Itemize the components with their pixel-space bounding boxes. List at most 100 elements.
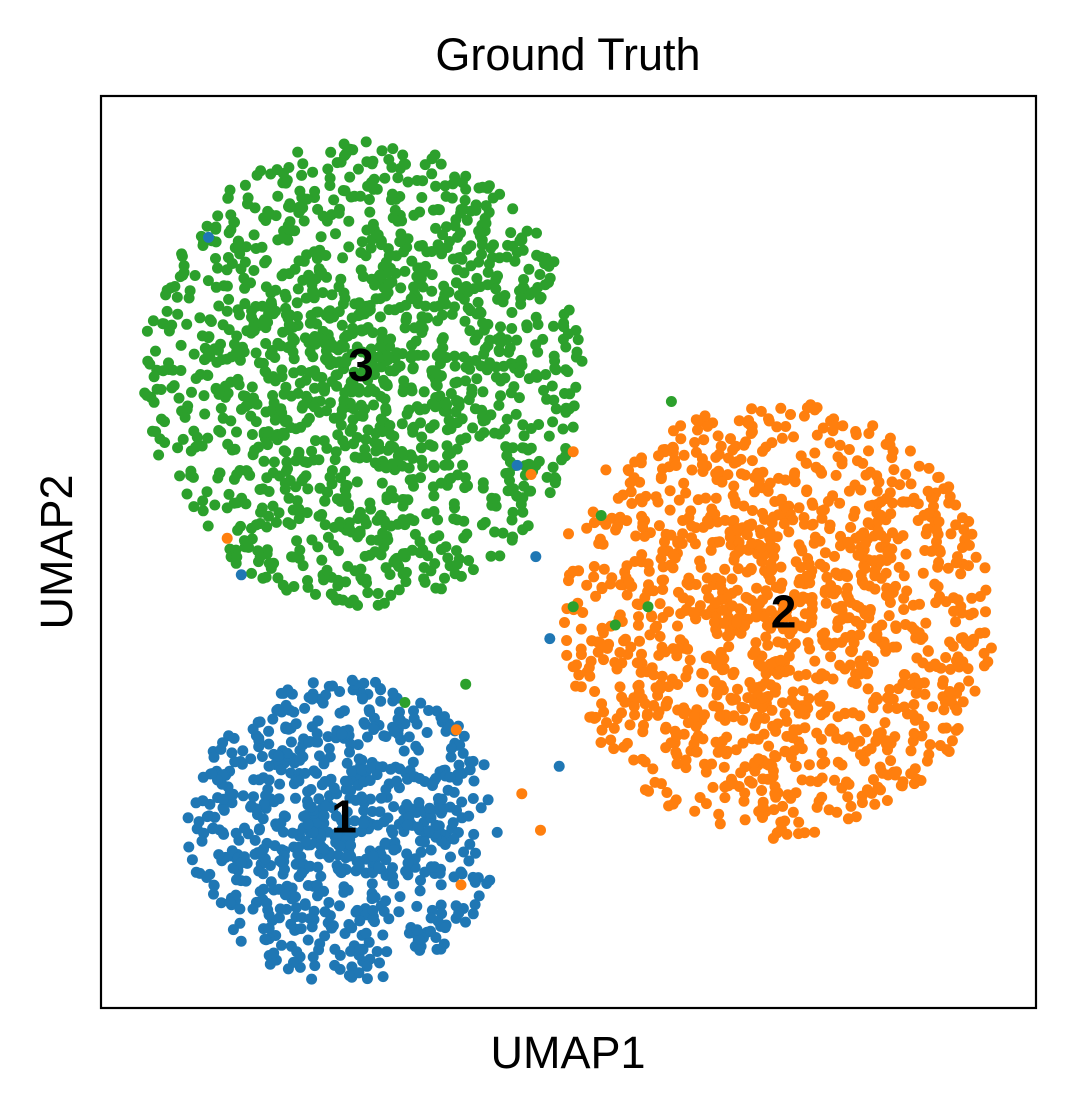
data-point-cluster-2 <box>930 597 942 609</box>
data-point-cluster-3 <box>314 269 326 281</box>
data-point-cluster-2 <box>767 832 779 844</box>
data-point-cluster-2 <box>746 594 757 606</box>
data-point-cluster-3 <box>394 236 406 248</box>
y-axis-label: UMAP2 <box>31 474 82 629</box>
data-point-cluster-2 <box>667 441 679 453</box>
data-point-cluster-2 <box>816 629 828 641</box>
data-point-cluster-1 <box>258 798 270 810</box>
data-point-cluster-2 <box>908 699 920 710</box>
data-point-cluster-1 <box>263 760 275 772</box>
data-point-cluster-3 <box>402 176 414 188</box>
data-point-cluster-3 <box>388 492 400 504</box>
data-point-cluster-3 <box>494 550 506 562</box>
data-point-cluster-1 <box>253 732 265 744</box>
data-point-cluster-1 <box>445 751 457 763</box>
data-point-cluster-3 <box>392 172 404 184</box>
data-point-cluster-2 <box>824 519 836 531</box>
data-point-cluster-3 <box>665 396 677 407</box>
data-point-cluster-1 <box>344 746 355 758</box>
data-point-cluster-3 <box>437 309 448 321</box>
data-point-cluster-3 <box>290 455 302 467</box>
data-point-cluster-3 <box>479 343 491 355</box>
data-point-cluster-3 <box>231 469 243 480</box>
data-point-cluster-2 <box>862 517 874 529</box>
data-point-cluster-2 <box>755 405 767 417</box>
data-point-cluster-2 <box>796 774 808 786</box>
data-point-cluster-2 <box>732 683 743 695</box>
data-point-cluster-3 <box>396 446 408 457</box>
data-point-cluster-3 <box>385 428 397 440</box>
plot-frame <box>99 94 1038 1010</box>
data-point-cluster-2 <box>843 444 855 455</box>
data-point-cluster-2 <box>684 654 696 666</box>
data-point-cluster-3 <box>497 296 509 308</box>
data-point-cluster-2 <box>598 654 609 666</box>
data-point-cluster-2 <box>798 512 810 523</box>
data-point-cluster-3 <box>348 438 359 450</box>
data-point-cluster-2 <box>816 467 828 479</box>
data-point-cluster-2 <box>945 694 957 706</box>
data-point-cluster-2 <box>819 547 831 559</box>
data-point-cluster-2 <box>843 485 855 497</box>
data-point-cluster-3 <box>298 215 310 227</box>
data-point-cluster-2 <box>757 445 768 457</box>
data-point-cluster-2 <box>771 421 783 433</box>
data-point-cluster-2 <box>770 791 782 803</box>
data-point-cluster-2 <box>887 445 899 457</box>
data-point-cluster-3 <box>448 498 460 510</box>
data-point-cluster-2 <box>900 468 912 480</box>
data-point-cluster-1 <box>334 900 345 912</box>
data-point-cluster-3 <box>528 286 540 298</box>
data-point-cluster-3 <box>356 308 368 320</box>
data-point-cluster-1 <box>467 908 479 920</box>
data-point-cluster-1 <box>402 857 414 869</box>
data-point-cluster-3 <box>487 192 499 204</box>
data-point-cluster-3 <box>451 545 462 557</box>
data-point-cluster-3 <box>297 158 309 170</box>
data-point-cluster-3 <box>408 209 420 221</box>
data-point-cluster-1 <box>380 895 392 907</box>
data-point-cluster-1 <box>335 866 346 878</box>
data-point-cluster-1 <box>213 849 225 861</box>
data-point-cluster-3 <box>150 426 162 438</box>
data-point-cluster-3 <box>452 231 463 243</box>
data-point-cluster-2 <box>559 617 570 628</box>
data-point-cluster-3 <box>501 413 513 425</box>
data-point-cluster-1 <box>235 857 247 869</box>
data-point-cluster-2 <box>854 530 866 542</box>
data-point-cluster-2 <box>683 512 695 523</box>
data-point-cluster-1 <box>182 812 194 824</box>
data-point-cluster-1 <box>302 880 314 891</box>
data-point-cluster-1 <box>393 906 405 918</box>
data-point-cluster-3 <box>429 149 441 161</box>
data-point-cluster-2 <box>586 711 598 723</box>
data-point-cluster-1 <box>403 731 415 743</box>
data-point-cluster-3 <box>407 452 419 464</box>
data-point-cluster-3 <box>433 347 445 359</box>
data-point-cluster-3 <box>288 367 300 379</box>
data-point-cluster-3 <box>464 363 476 375</box>
data-point-cluster-1 <box>275 764 287 776</box>
data-point-cluster-1 <box>456 796 468 808</box>
data-point-cluster-2 <box>921 755 933 767</box>
data-point-cluster-3 <box>429 401 441 413</box>
data-point-cluster-3 <box>464 325 476 337</box>
data-point-cluster-1 <box>478 759 490 771</box>
data-point-cluster-2 <box>660 700 672 712</box>
data-point-cluster-2 <box>702 420 713 432</box>
data-point-cluster-2 <box>982 656 994 668</box>
data-point-cluster-1 <box>268 947 280 959</box>
data-point-cluster-2 <box>785 792 797 804</box>
data-point-cluster-1 <box>296 867 308 879</box>
data-point-cluster-2 <box>674 634 686 646</box>
data-point-cluster-3 <box>436 248 448 260</box>
data-point-cluster-2 <box>963 675 975 687</box>
data-point-cluster-2 <box>950 557 962 569</box>
data-point-cluster-2 <box>664 559 676 571</box>
data-point-cluster-3 <box>280 381 292 393</box>
data-point-cluster-3 <box>517 524 529 536</box>
data-point-cluster-1 <box>258 883 270 895</box>
data-point-cluster-1 <box>279 889 291 901</box>
data-point-cluster-3 <box>471 308 483 320</box>
